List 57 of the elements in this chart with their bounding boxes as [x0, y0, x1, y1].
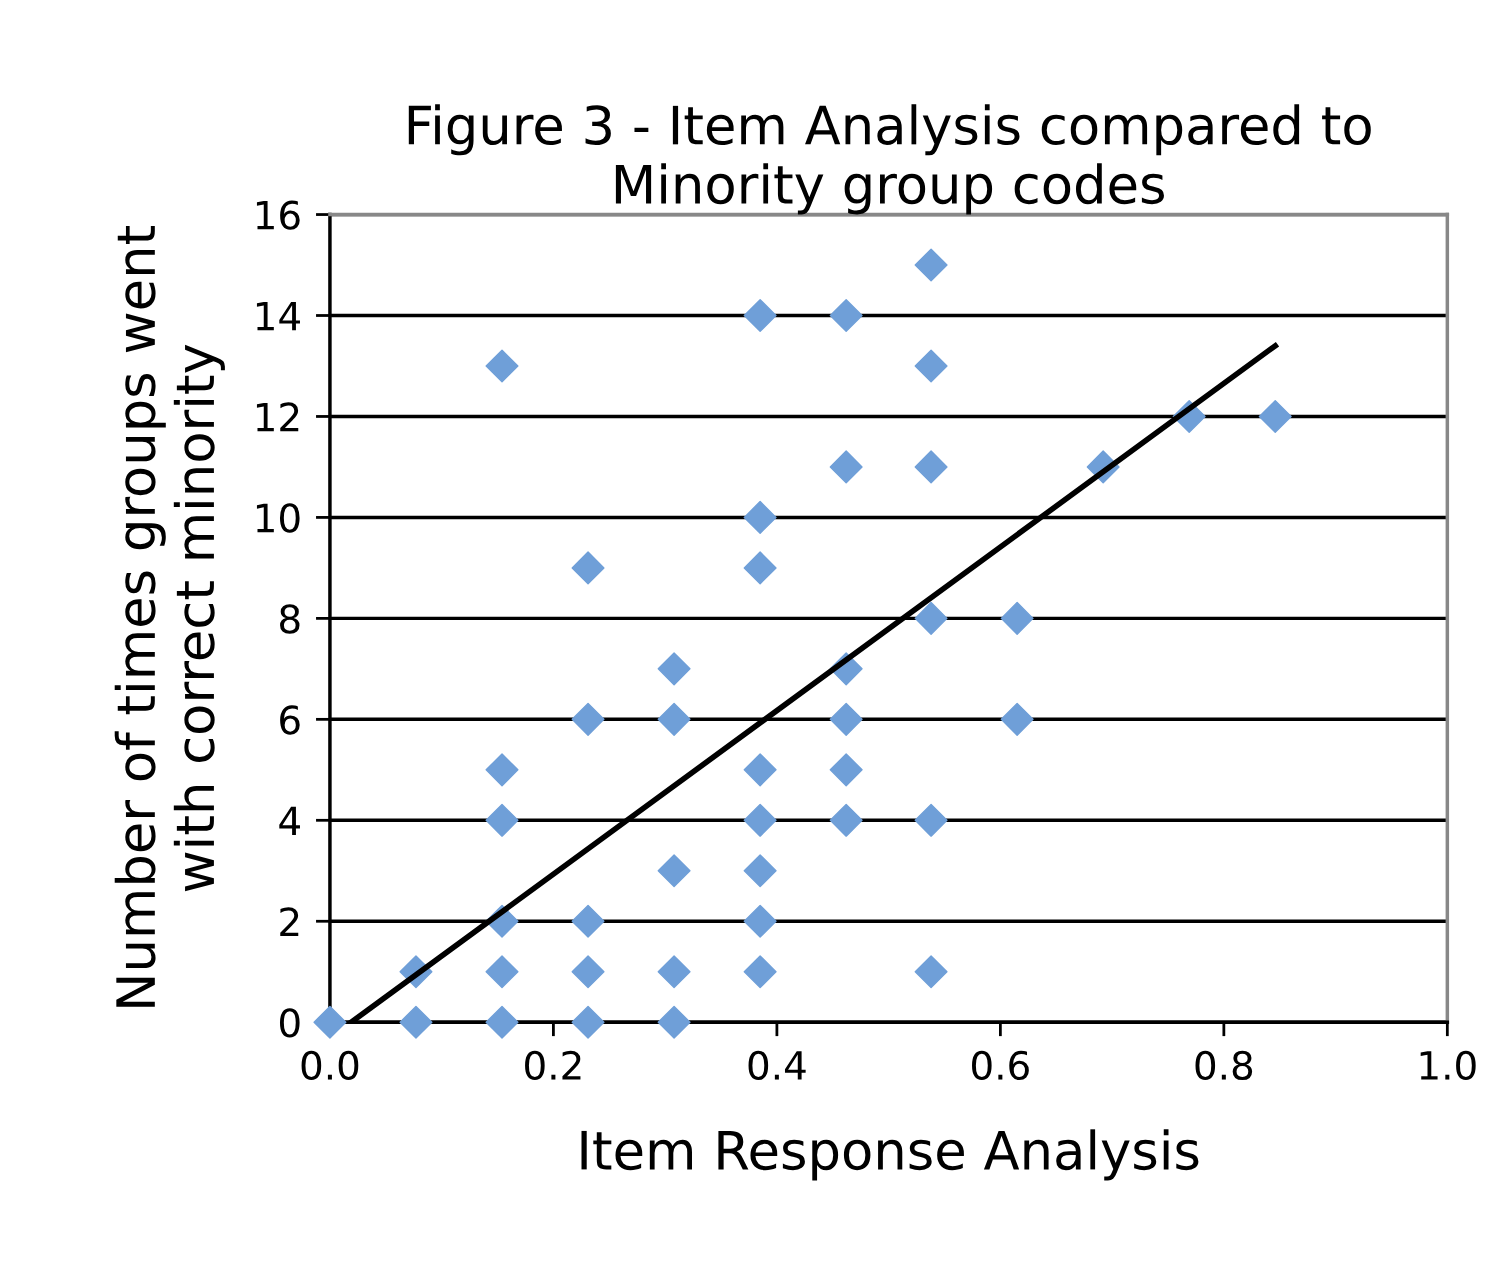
- point: [399, 1005, 433, 1039]
- chart-title: Figure 3 - Item Analysis compared to Minority group codes: [408, 104, 1371, 215]
- point: [571, 1005, 605, 1039]
- y-tick-label: 14: [256, 301, 300, 331]
- point: [743, 298, 777, 333]
- point: [743, 551, 777, 585]
- y-tick-label: 12: [256, 402, 299, 432]
- point: [914, 601, 948, 635]
- point: [829, 298, 863, 333]
- point: [829, 450, 863, 484]
- y-tick-label: 8: [280, 604, 300, 634]
- point: [743, 904, 777, 938]
- point: [914, 248, 948, 282]
- point: [485, 1005, 519, 1039]
- point: [829, 702, 863, 736]
- x-tick-label: 1.0: [1420, 1050, 1476, 1081]
- x-tick-label: 0.6: [972, 1050, 1029, 1081]
- y-tick-label: 0: [279, 1008, 300, 1038]
- x-tick-label: 0.4: [748, 1050, 806, 1081]
- point: [485, 803, 519, 837]
- point: [829, 803, 863, 837]
- point: [485, 955, 519, 989]
- x-tick-label: 0.2: [525, 1050, 581, 1081]
- point: [571, 904, 605, 938]
- y-tick-label: 2: [280, 907, 299, 937]
- point: [743, 753, 777, 787]
- point: [914, 450, 948, 484]
- point: [485, 349, 519, 383]
- point: [657, 702, 691, 736]
- point: [313, 1005, 347, 1039]
- point: [743, 500, 777, 534]
- point: [657, 1005, 691, 1039]
- x-tick-label: 0.8: [1195, 1050, 1253, 1081]
- x-tick-label: 0.0: [301, 1050, 359, 1081]
- y-axis-title: Number of times groups went with correct minority: [114, 226, 225, 1007]
- point: [829, 753, 863, 787]
- point: [1000, 601, 1034, 635]
- point: [1000, 702, 1034, 736]
- point: [1258, 399, 1292, 433]
- point: [743, 955, 777, 989]
- point: [657, 652, 691, 686]
- y-tick-label: 10: [256, 503, 300, 533]
- y-tick-label: 16: [256, 200, 300, 230]
- point: [657, 854, 691, 888]
- point: [914, 349, 948, 383]
- point: [743, 803, 777, 837]
- point: [914, 803, 948, 837]
- point: [914, 955, 948, 989]
- point: [571, 955, 605, 989]
- point: [485, 753, 519, 787]
- point: [657, 955, 691, 989]
- x-axis-title: Item Response Analysis: [581, 1129, 1199, 1181]
- y-tick-label: 4: [279, 806, 300, 836]
- point: [571, 551, 605, 585]
- point: [743, 854, 777, 888]
- point: [571, 702, 605, 736]
- y-tick-label: 6: [280, 705, 300, 735]
